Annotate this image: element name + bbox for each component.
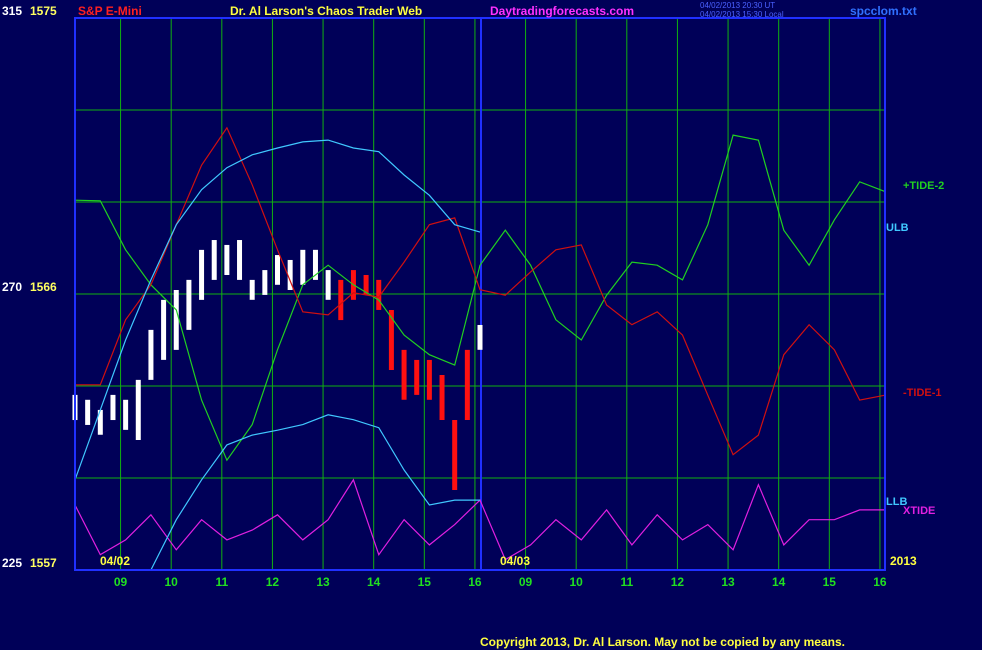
x-tick-label: 15 [823, 575, 837, 589]
x-tick-label: 11 [215, 575, 228, 589]
y-tick-label: 225 [2, 556, 22, 570]
legend-label: -TIDE-1 [903, 387, 942, 399]
y-tick-label: 315 [2, 4, 22, 18]
x-tick-label: 12 [266, 575, 280, 589]
x-tick-label: 11 [620, 575, 633, 589]
chart-subtitle: Dr. Al Larson's Chaos Trader Web [230, 4, 422, 18]
series-line [74, 134, 886, 462]
legend-label: LLB [886, 496, 907, 508]
y2-tick-label: 1557 [30, 556, 57, 570]
date-label: 2013 [890, 554, 917, 568]
series-line [75, 126, 886, 456]
plot-frame [74, 17, 886, 571]
legend-label: XTIDE [903, 505, 935, 517]
legend-label: ULB [886, 222, 909, 234]
date-label: 04/02 [100, 554, 130, 568]
x-tick-label: 13 [721, 575, 735, 589]
series-line [74, 139, 481, 481]
x-tick-label: 09 [114, 575, 128, 589]
y2-tick-label: 1566 [30, 280, 57, 294]
y-tick-label: 270 [2, 280, 22, 294]
x-tick-label: 16 [873, 575, 887, 589]
x-tick-label: 14 [772, 575, 786, 589]
timestamp: 04/02/2013 15:30 Local [700, 10, 784, 19]
x-tick-label: 13 [316, 575, 330, 589]
x-tick-label: 10 [165, 575, 179, 589]
file-name: spcclom.txt [850, 4, 917, 18]
x-tick-label: 09 [519, 575, 533, 589]
grid [75, 17, 885, 571]
x-tick-label: 10 [570, 575, 584, 589]
series-line [150, 414, 480, 571]
y2-tick-label: 1575 [30, 4, 57, 18]
x-tick-label: 12 [671, 575, 685, 589]
legend-label: +TIDE-2 [903, 180, 944, 192]
timestamp: 04/02/2013 20:30 UT [700, 1, 775, 10]
x-tick-label: 14 [367, 575, 381, 589]
site-name: Daytradingforecasts.com [490, 4, 634, 18]
x-tick-label: 16 [468, 575, 482, 589]
chart-title: S&P E-Mini [78, 4, 142, 18]
x-tick-label: 15 [418, 575, 432, 589]
date-label: 04/03 [500, 554, 530, 568]
copyright: Copyright 2013, Dr. Al Larson. May not b… [480, 635, 845, 649]
